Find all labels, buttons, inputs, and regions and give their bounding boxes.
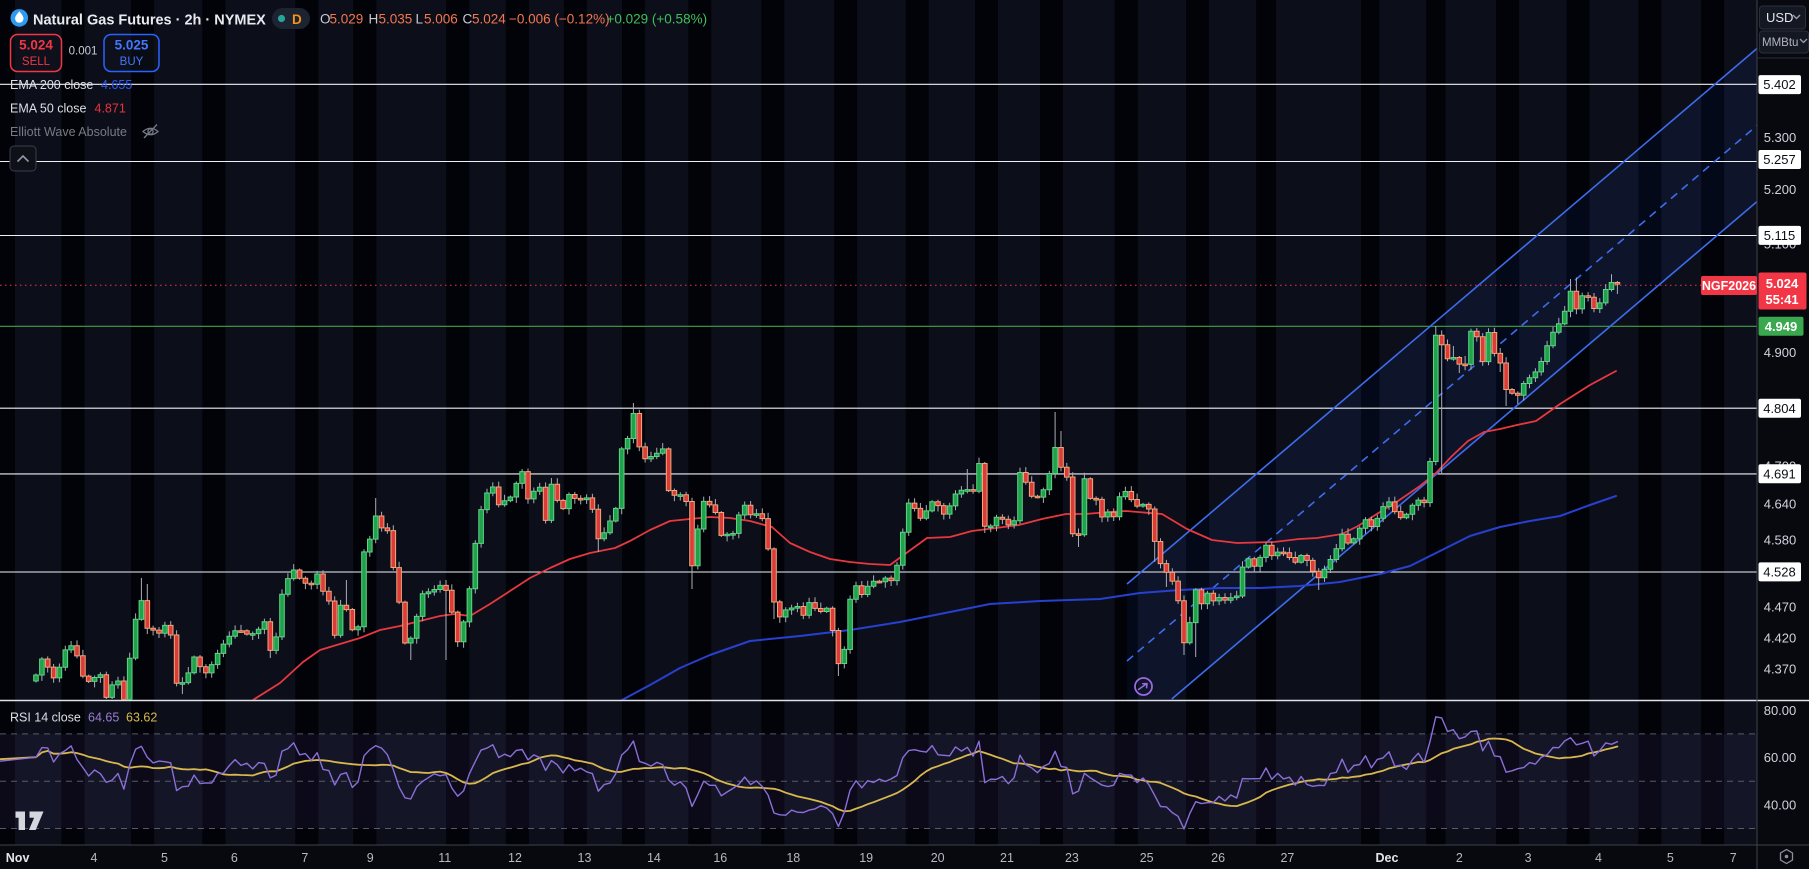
svg-text:5: 5	[1667, 851, 1674, 865]
svg-text:5.024: 5.024	[1766, 276, 1799, 291]
svg-text:4.900: 4.900	[1764, 345, 1797, 360]
svg-text:4.949: 4.949	[1765, 319, 1798, 334]
svg-text:0.001: 0.001	[69, 46, 98, 58]
svg-text:4: 4	[91, 851, 98, 865]
svg-text:Natural Gas Futures · 2h · NYM: Natural Gas Futures · 2h · NYMEX	[33, 13, 266, 29]
svg-text:H: H	[369, 12, 379, 27]
svg-text:18: 18	[786, 851, 800, 865]
svg-text:5.115: 5.115	[1764, 228, 1796, 243]
svg-text:5: 5	[161, 851, 168, 865]
svg-text:80.00: 80.00	[1764, 703, 1797, 718]
svg-text:5.029: 5.029	[330, 12, 364, 27]
svg-text:27: 27	[1280, 851, 1294, 865]
svg-text:14: 14	[647, 851, 661, 865]
svg-text:5.200: 5.200	[1764, 182, 1797, 197]
svg-text:25: 25	[1140, 851, 1154, 865]
svg-text:4.640: 4.640	[1764, 497, 1797, 512]
svg-text:4.370: 4.370	[1764, 662, 1797, 677]
svg-text:11: 11	[438, 851, 451, 865]
svg-text:4.528: 4.528	[1763, 564, 1796, 579]
svg-text:23: 23	[1065, 851, 1079, 865]
svg-text:4.470: 4.470	[1764, 600, 1797, 615]
svg-text:13: 13	[578, 851, 592, 865]
svg-text:5.257: 5.257	[1763, 152, 1796, 167]
svg-text:7: 7	[1730, 851, 1737, 865]
svg-text:4.804: 4.804	[1763, 401, 1796, 416]
svg-text:2: 2	[1456, 851, 1463, 865]
svg-text:Dec: Dec	[1376, 851, 1399, 865]
svg-text:C: C	[463, 12, 473, 27]
svg-text:19: 19	[859, 851, 873, 865]
svg-text:5.402: 5.402	[1763, 77, 1796, 92]
svg-text:D: D	[292, 12, 302, 27]
svg-text:4.580: 4.580	[1764, 533, 1797, 548]
svg-text:4.691: 4.691	[1763, 466, 1796, 481]
svg-text:Nov: Nov	[6, 851, 30, 865]
svg-text:63.62: 63.62	[126, 711, 157, 725]
svg-text:Elliott Wave Absolute: Elliott Wave Absolute	[10, 125, 127, 139]
svg-text:5.024: 5.024	[19, 38, 53, 53]
svg-text:5.024: 5.024	[472, 12, 506, 27]
svg-text:5.006: 5.006	[424, 12, 458, 27]
svg-text:EMA 200 close: EMA 200 close	[10, 78, 93, 92]
svg-text:60.00: 60.00	[1764, 750, 1797, 765]
svg-text:NGF2026: NGF2026	[1702, 279, 1756, 293]
svg-text:EMA 50 close: EMA 50 close	[10, 102, 86, 116]
svg-text:6: 6	[231, 851, 238, 865]
svg-text:4.871: 4.871	[95, 102, 126, 116]
svg-text:55:41: 55:41	[1765, 292, 1798, 307]
svg-text:5.025: 5.025	[115, 38, 149, 53]
svg-text:26: 26	[1211, 851, 1225, 865]
svg-text:64.65: 64.65	[88, 711, 119, 725]
svg-text:SELL: SELL	[22, 56, 51, 68]
svg-text:L: L	[416, 12, 424, 27]
svg-text:+0.029 (+0.58%): +0.029 (+0.58%)	[607, 12, 708, 27]
svg-text:5.300: 5.300	[1764, 130, 1797, 145]
svg-text:3: 3	[1525, 851, 1532, 865]
svg-text:4: 4	[1595, 851, 1602, 865]
svg-text:4.420: 4.420	[1764, 631, 1797, 646]
svg-text:21: 21	[1000, 851, 1014, 865]
svg-text:16: 16	[713, 851, 727, 865]
svg-text:RSI 14 close: RSI 14 close	[10, 711, 81, 725]
svg-text:4.655: 4.655	[101, 78, 132, 92]
svg-text:O: O	[320, 12, 331, 27]
svg-text:−0.006 (−0.12%): −0.006 (−0.12%)	[509, 12, 610, 27]
svg-text:9: 9	[367, 851, 374, 865]
svg-text:MMBtu: MMBtu	[1762, 37, 1798, 49]
svg-text:20: 20	[931, 851, 945, 865]
svg-text:USD: USD	[1766, 10, 1793, 25]
svg-text:BUY: BUY	[120, 56, 144, 68]
svg-text:7: 7	[301, 851, 308, 865]
svg-text:12: 12	[508, 851, 522, 865]
svg-text:40.00: 40.00	[1764, 797, 1797, 812]
svg-text:5.035: 5.035	[379, 12, 413, 27]
